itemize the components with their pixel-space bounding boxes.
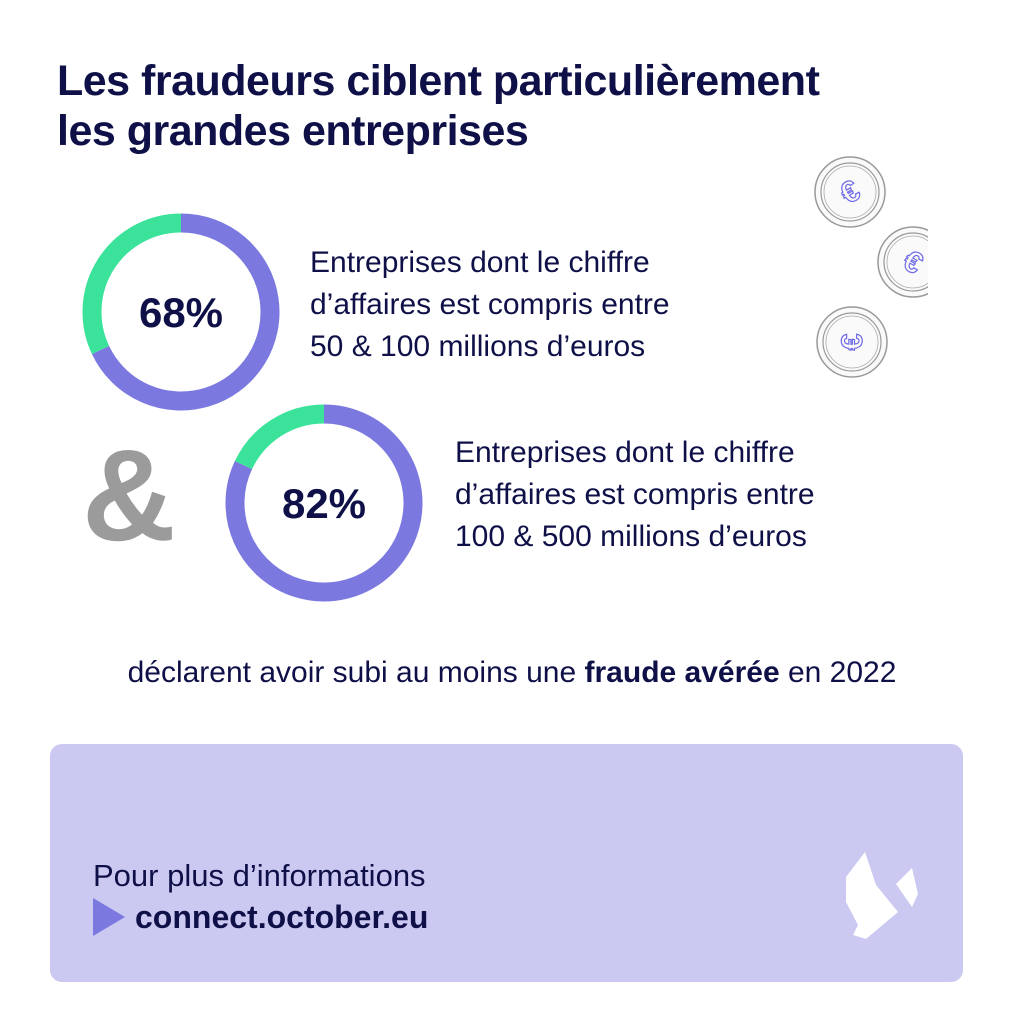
euro-coin-icon: € bbox=[814, 156, 886, 228]
title-line-1: Les fraudeurs ciblent particulièrement bbox=[57, 57, 820, 105]
description-line: 50 & 100 millions d’euros bbox=[310, 330, 646, 363]
description-line: 100 & 500 millions d’euros bbox=[455, 520, 807, 553]
donut-segment-rest bbox=[82, 213, 182, 354]
caption: déclarent avoir subi au moins une fraude… bbox=[0, 656, 1024, 690]
description-line: Entreprises dont le chiffre bbox=[310, 246, 650, 279]
website-link-text: connect.october.eu bbox=[135, 898, 429, 935]
more-info-label: Pour plus d’informations bbox=[93, 858, 426, 893]
svg-text:€: € bbox=[836, 333, 869, 350]
footer-panel: Pour plus d’informations connect.october… bbox=[50, 744, 963, 982]
donut-segment-main bbox=[225, 404, 423, 602]
coins-decoration: € € € bbox=[814, 156, 928, 378]
euro-coin-icon: € bbox=[877, 226, 928, 298]
caption-text: déclarent avoir subi au moins une bbox=[127, 656, 585, 689]
donut-description-2: Entreprises dont le chiffre d’affaires e… bbox=[455, 432, 815, 558]
caption-bold: fraude avérée bbox=[584, 656, 780, 689]
title-line-2: les grandes entreprises bbox=[57, 107, 529, 155]
page-title: Les fraudeurs ciblent particulièrement l… bbox=[57, 56, 820, 156]
play-triangle-icon bbox=[93, 898, 125, 936]
donut-segment-main bbox=[91, 213, 280, 411]
caption-text: en 2022 bbox=[779, 656, 897, 689]
donut-description-1: Entreprises dont le chiffre d’affaires e… bbox=[310, 242, 670, 368]
description-line: d’affaires est compris entre bbox=[455, 478, 815, 511]
donut-chart-68: 68% bbox=[82, 213, 280, 411]
donut-label: 68% bbox=[139, 289, 223, 336]
description-line: d’affaires est compris entre bbox=[310, 288, 670, 321]
october-bird-logo bbox=[846, 852, 918, 939]
euro-coin-icon: € bbox=[816, 306, 888, 378]
donut-label: 82% bbox=[282, 480, 366, 527]
donut-segment-rest bbox=[234, 404, 325, 470]
donut-chart-82: 82% bbox=[225, 404, 423, 602]
description-line: Entreprises dont le chiffre bbox=[455, 436, 795, 469]
website-link[interactable]: connect.october.eu bbox=[93, 898, 428, 936]
ampersand: & bbox=[82, 422, 176, 568]
